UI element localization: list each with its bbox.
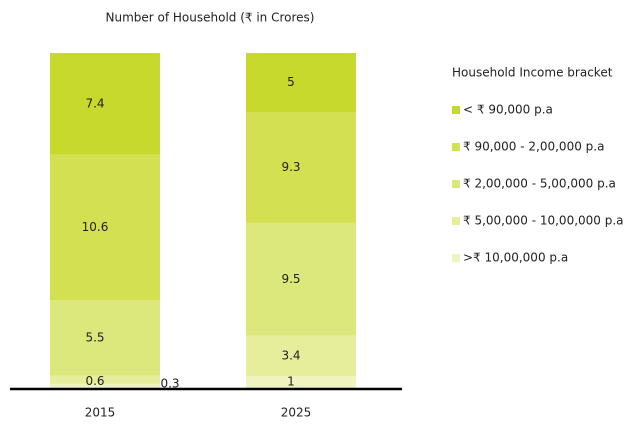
bar-segment [246,112,356,223]
legend-label: ₹ 2,00,000 - 5,00,000 p.a [463,177,616,191]
legend-title: Household Income bracket [452,66,613,80]
legend-swatch [452,254,460,262]
legend-label: >₹ 10,00,000 p.a [463,251,568,265]
value-label: 1 [287,375,295,389]
bar-segment [50,383,160,388]
bar-segment [246,222,356,336]
value-label: 7.4 [85,96,104,110]
legend-swatch [452,143,460,151]
bar-segment [50,300,160,376]
value-label: 9.3 [281,160,300,174]
value-label: 10.6 [82,220,109,234]
value-label: 0.3 [160,377,179,391]
value-label: 5.5 [85,330,104,344]
legend-swatch [452,106,460,114]
value-label: 0.6 [85,374,104,388]
bar-segment [246,376,356,388]
chart-title: Number of Household (₹ in Crores) [106,11,315,25]
x-tick-label: 2015 [85,406,116,420]
legend-swatch [452,217,460,225]
bar-segment [50,375,160,384]
legend-label: < ₹ 90,000 p.a [463,103,553,117]
bar-segment [50,154,160,301]
legend-label: ₹ 90,000 - 2,00,000 p.a [463,140,604,154]
value-label: 5 [287,75,295,89]
x-tick-label: 2025 [281,406,312,420]
bar-segment [246,335,356,377]
legend-swatch [452,180,460,188]
value-label: 3.4 [281,348,300,362]
bar-segment [246,53,356,113]
bar-segment [50,53,160,155]
value-label: 9.5 [281,272,300,286]
legend-label: ₹ 5,00,000 - 10,00,000 p.a [463,214,624,228]
